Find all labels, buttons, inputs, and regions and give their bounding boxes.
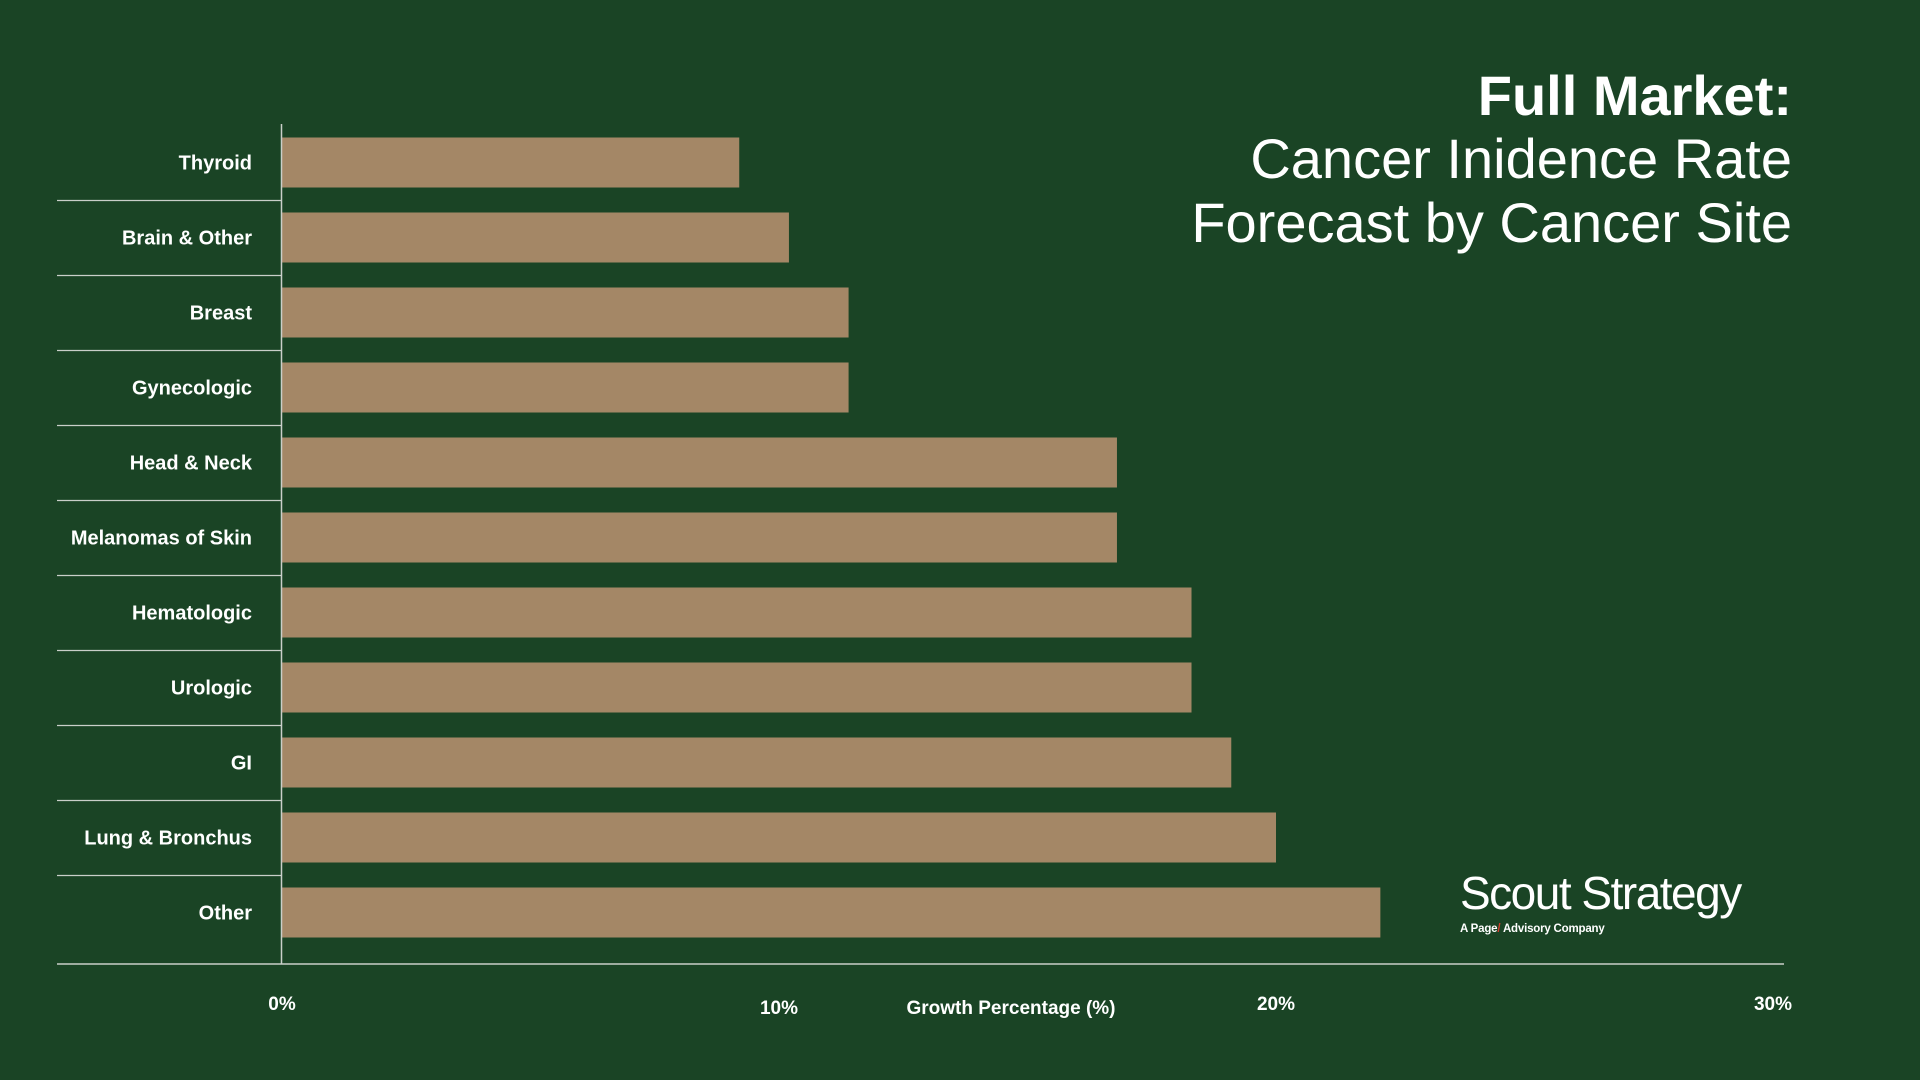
bar-9	[282, 812, 1276, 863]
category-label-6: Hematologic	[132, 603, 252, 625]
bar-8	[282, 737, 1232, 788]
x-tick-label-1: 10%	[760, 998, 798, 1019]
category-label-3: Gynecologic	[132, 378, 252, 400]
bar-6	[282, 587, 1192, 638]
category-label-9: Lung & Bronchus	[84, 828, 252, 850]
category-label-2: Breast	[190, 303, 253, 325]
title-line-2: Cancer Inidence Rate	[1250, 127, 1792, 191]
x-tick-label-3: 30%	[1754, 994, 1792, 1015]
bar-0	[282, 137, 740, 188]
bar-4	[282, 437, 1117, 488]
bar-10	[282, 887, 1381, 938]
category-label-7: Urologic	[171, 678, 252, 700]
chart-title: Full Market: Cancer Inidence Rate Foreca…	[1191, 64, 1792, 254]
logo-name: Scout Strategy	[1460, 867, 1742, 919]
logo-tagline: A Page/ Advisory Company	[1460, 923, 1741, 935]
category-label-10: Other	[199, 903, 253, 925]
logo-tagline-pre: A Page	[1460, 923, 1498, 935]
x-axis-label: Growth Percentage (%)	[906, 998, 1115, 1019]
category-label-1: Brain & Other	[122, 228, 252, 250]
category-label-5: Melanomas of Skin	[71, 528, 252, 550]
bar-1	[282, 212, 789, 263]
logo-tagline-slash: /	[1497, 923, 1501, 935]
bar-5	[282, 512, 1117, 563]
x-tick-label-0: 0%	[268, 994, 296, 1015]
title-bold: Full Market:	[1477, 64, 1792, 127]
scout-strategy-logo: Scout Strategy A Page/ Advisory Company	[1460, 867, 1742, 935]
category-label-0: Thyroid	[179, 153, 252, 175]
category-label-8: GI	[231, 753, 252, 775]
x-tick-label-2: 20%	[1257, 994, 1295, 1015]
logo-tagline-post: Advisory Company	[1500, 923, 1605, 935]
bar-2	[282, 287, 849, 338]
bar-7	[282, 662, 1192, 713]
category-label-4: Head & Neck	[130, 453, 253, 475]
bar-3	[282, 362, 849, 413]
title-line-3: Forecast by Cancer Site	[1191, 190, 1792, 254]
